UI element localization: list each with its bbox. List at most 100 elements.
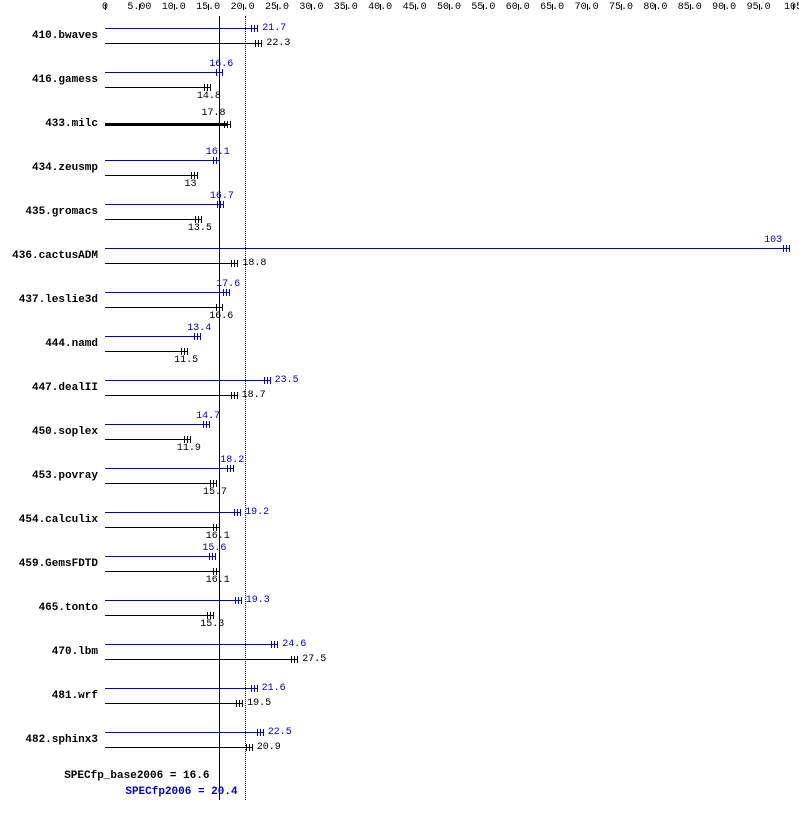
error-bar	[237, 509, 238, 516]
benchmark-label: 410.bwaves	[32, 30, 98, 42]
axis-tick-label: 30.0	[299, 2, 323, 13]
benchmark-label: 436.cactusADM	[12, 250, 98, 262]
axis-tick-label: 75.0	[609, 2, 633, 13]
axis-tick-label: 25.0	[265, 2, 289, 13]
peak-bar	[105, 28, 254, 29]
error-bar	[220, 201, 221, 208]
base-bar	[105, 747, 249, 748]
benchmark-row: 481.wrf21.619.5	[105, 676, 793, 720]
base-bar	[105, 527, 216, 528]
peak-bar	[105, 424, 206, 425]
error-bar	[184, 348, 185, 355]
value-label: 22.5	[268, 727, 292, 738]
peak-bar	[105, 732, 260, 733]
peak-bar	[105, 512, 237, 513]
value-label: 16.7	[210, 191, 234, 202]
benchmark-label: 459.GemsFDTD	[19, 558, 98, 570]
axis-tick-label: 55.0	[471, 2, 495, 13]
axis-tick-label: 50.0	[437, 2, 461, 13]
peak-bar	[105, 248, 786, 249]
peak-bar	[105, 160, 216, 161]
error-bar	[198, 216, 199, 223]
peak-bar	[105, 72, 219, 73]
error-bar	[206, 421, 207, 428]
error-bar	[187, 436, 188, 443]
axis-tick-label: 95.0	[747, 2, 771, 13]
error-bar	[239, 700, 240, 707]
axis-tick-label: 90.0	[712, 2, 736, 13]
error-bar	[216, 157, 217, 164]
base-bar	[105, 395, 234, 396]
benchmark-row: 437.leslie3d17.616.6	[105, 280, 793, 324]
benchmark-row: 416.gamess16.614.8	[105, 60, 793, 104]
axis-tick-label: 80.0	[643, 2, 667, 13]
error-bar	[213, 480, 214, 487]
value-label: 20.9	[257, 742, 281, 753]
value-label: 19.3	[246, 595, 270, 606]
benchmark-row: 444.namd13.411.5	[105, 324, 793, 368]
value-label: 14.8	[197, 91, 221, 102]
axis-tick-label: 40.0	[368, 2, 392, 13]
value-label: 18.2	[220, 455, 244, 466]
spec-chart: 05.0010.015.020.025.030.035.040.045.050.…	[0, 0, 799, 831]
error-bar	[219, 304, 220, 311]
base-bar	[105, 307, 219, 308]
value-label: 19.5	[247, 698, 271, 709]
peak-bar	[105, 600, 238, 601]
benchmark-row: 482.sphinx322.520.9	[105, 720, 793, 764]
value-label: 11.5	[174, 355, 198, 366]
benchmark-label: 454.calculix	[19, 514, 98, 526]
error-bar	[219, 69, 220, 76]
error-bar	[210, 612, 211, 619]
base-bar	[105, 615, 210, 616]
single-bar	[105, 123, 227, 126]
benchmark-row: 453.povray18.215.7	[105, 456, 793, 500]
benchmark-row: 410.bwaves21.722.3	[105, 16, 793, 60]
benchmark-label: 481.wrf	[52, 690, 98, 702]
axis-tick-label: 85.0	[678, 2, 702, 13]
error-bar	[238, 597, 239, 604]
benchmark-row: 470.lbm24.627.5	[105, 632, 793, 676]
base-bar	[105, 175, 194, 176]
axis-tick-label: 10.0	[162, 2, 186, 13]
value-label: 27.5	[302, 654, 326, 665]
base-bar	[105, 439, 187, 440]
error-bar	[254, 25, 255, 32]
error-bar	[254, 685, 255, 692]
error-bar	[234, 260, 235, 267]
benchmark-label: 450.soplex	[32, 426, 98, 438]
peak-bar	[105, 688, 254, 689]
benchmark-row: 433.milc17.8	[105, 104, 793, 148]
benchmark-row: 459.GemsFDTD15.616.1	[105, 544, 793, 588]
error-bar	[194, 172, 195, 179]
value-label: 15.3	[200, 619, 224, 630]
axis-tick-label: 20.0	[231, 2, 255, 13]
value-label: 13.5	[188, 223, 212, 234]
base-bar	[105, 351, 184, 352]
value-label: 17.8	[201, 108, 225, 119]
value-label: 19.2	[245, 507, 269, 518]
base-bar	[105, 43, 258, 44]
base-bar	[105, 571, 216, 572]
axis-tick-label: 15.0	[196, 2, 220, 13]
peak-bar	[105, 204, 220, 205]
value-label: 23.5	[275, 375, 299, 386]
value-label: 22.3	[266, 38, 290, 49]
benchmark-label: 465.tonto	[39, 602, 98, 614]
error-bar	[234, 392, 235, 399]
benchmark-row: 465.tonto19.315.3	[105, 588, 793, 632]
base-bar	[105, 263, 234, 264]
value-label: 16.1	[206, 575, 230, 586]
error-bar	[216, 568, 217, 575]
peak-bar	[105, 292, 226, 293]
value-label: 16.1	[206, 531, 230, 542]
benchmark-label: 444.namd	[45, 338, 98, 350]
axis-tick-label: 70.0	[575, 2, 599, 13]
value-label: 103	[764, 235, 782, 246]
error-bar	[226, 289, 227, 296]
benchmark-row: 435.gromacs16.713.5	[105, 192, 793, 236]
peak-bar	[105, 556, 212, 557]
value-label: 11.9	[177, 443, 201, 454]
axis-tick-label: 0	[102, 2, 108, 13]
error-bar	[230, 465, 231, 472]
